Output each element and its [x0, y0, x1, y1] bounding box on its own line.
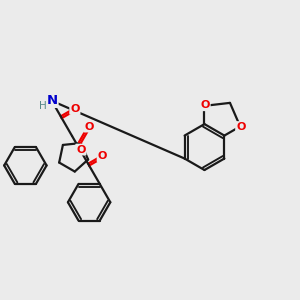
- Text: H: H: [39, 101, 47, 111]
- Text: O: O: [76, 145, 86, 154]
- Text: O: O: [98, 151, 107, 161]
- Text: O: O: [84, 122, 93, 132]
- Text: O: O: [70, 104, 80, 114]
- Text: O: O: [200, 100, 210, 110]
- Text: N: N: [46, 94, 58, 107]
- Text: O: O: [236, 122, 245, 132]
